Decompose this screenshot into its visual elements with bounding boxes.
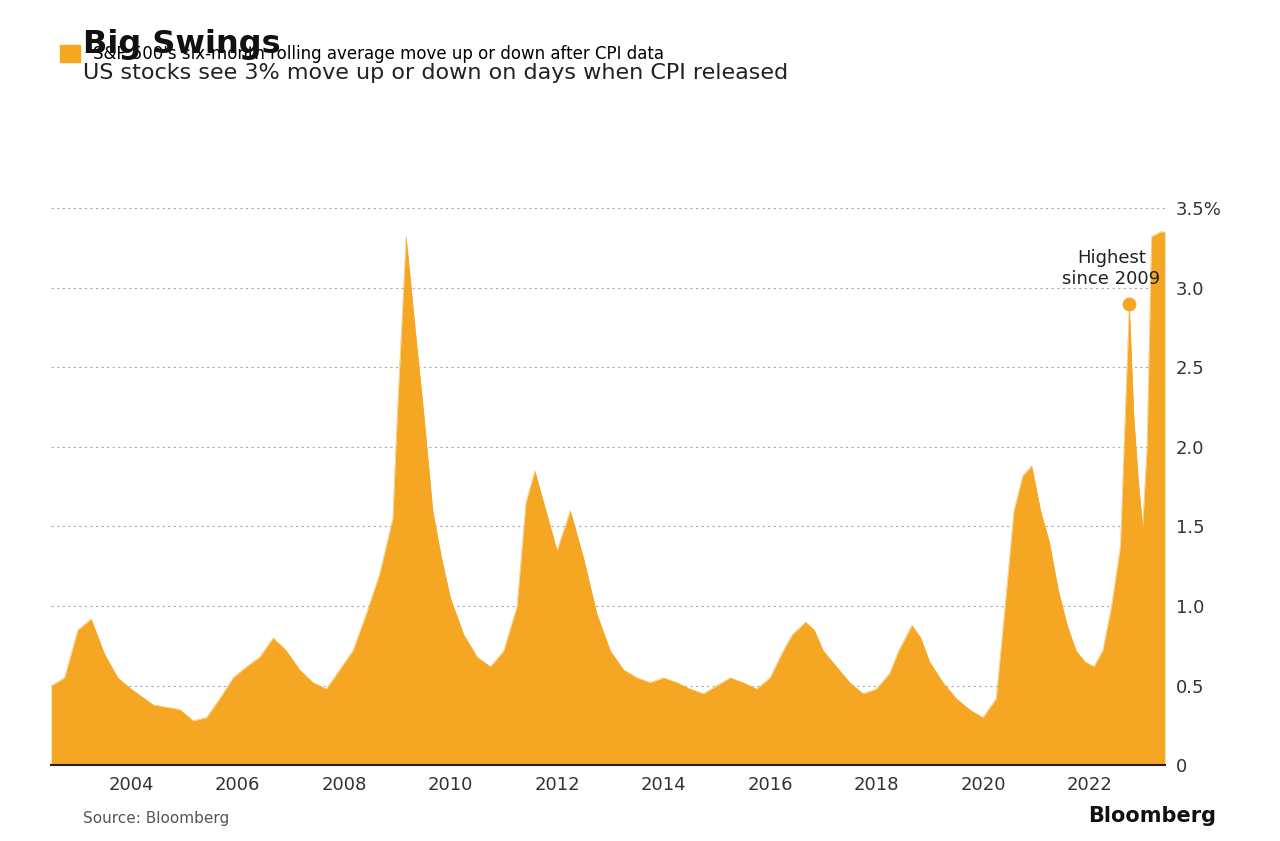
Text: Bloomberg: Bloomberg: [1088, 806, 1216, 826]
Text: Big Swings: Big Swings: [83, 29, 280, 61]
Text: Highest
since 2009: Highest since 2009: [1062, 249, 1161, 288]
Text: Source: Bloomberg: Source: Bloomberg: [83, 811, 229, 826]
Legend: S&P 500's six-month rolling average move up or down after CPI data: S&P 500's six-month rolling average move…: [60, 45, 664, 63]
Text: US stocks see 3% move up or down on days when CPI released: US stocks see 3% move up or down on days…: [83, 63, 788, 83]
